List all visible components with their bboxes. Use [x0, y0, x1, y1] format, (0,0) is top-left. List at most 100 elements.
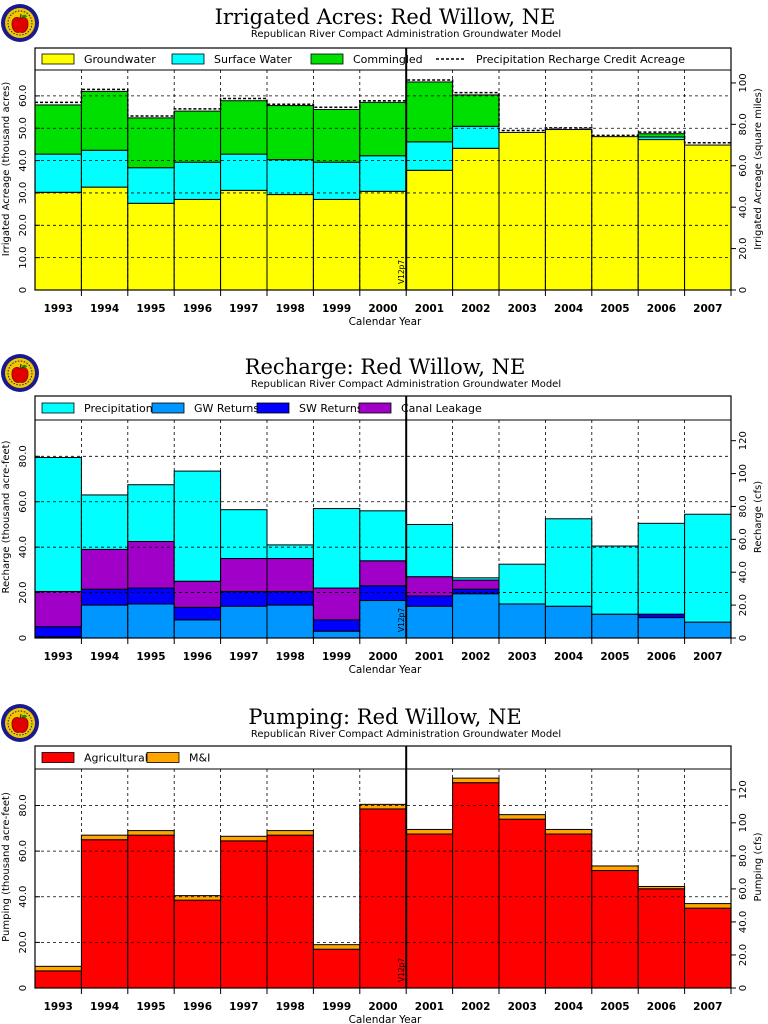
bar-surface-water-2000: [359, 155, 407, 192]
y-axis-left: 0 10.0 20.0 30.0 40.0 50.0 60.0 Irrigated Acrea…: [1, 82, 40, 293]
y-tick-label: 30.0: [18, 182, 29, 204]
bar-sw-returns-1996: [173, 606, 222, 621]
bar-commingled-1995: [127, 117, 175, 169]
x-tick-label: 2002: [461, 303, 490, 315]
x-axis: 1993 1994 1995 1996 1997 1998 1999 2000 2001 2002…: [44, 638, 732, 676]
model-version-label: V12p7: [397, 958, 406, 982]
bar-precipitation-2004: [544, 518, 593, 607]
x-tick-label: 1995: [136, 651, 165, 663]
bar-surface-water-1997: [220, 153, 268, 191]
bar-groundwater-2003: [498, 131, 546, 291]
bar-sw-returns-1993: [34, 626, 82, 638]
bar-commingled-1993: [34, 104, 82, 155]
x-tick-label: 2004: [554, 303, 583, 315]
bar-sw-returns-2000: [359, 585, 407, 602]
bar-canal-leakage-1997: [220, 558, 268, 592]
y-axis-right: 0 20.0 40.0 60.0 80.0 100 120 Pumping (cfs): [731, 780, 764, 991]
apple-stem-icon: [19, 713, 22, 720]
bar-precipitation-2007: [684, 513, 732, 623]
bar-precipitation-1994: [80, 494, 129, 550]
apple-stem-icon: [19, 13, 22, 20]
bar-sw-returns-2006: [637, 613, 686, 619]
bar-sw-returns-1994: [80, 588, 129, 606]
bar-canal-leakage-1994: [80, 548, 129, 590]
model-version-label: V12p7: [397, 608, 406, 632]
bar-m-i-2005: [591, 865, 639, 872]
x-tick-label: 2000: [368, 1001, 397, 1013]
x-axis-label: Calendar Year: [349, 664, 422, 676]
legend: Agricultural M&I: [41, 752, 210, 765]
chart-title: Irrigated Acres: Red Willow, NE: [215, 5, 556, 29]
x-axis-label: Calendar Year: [349, 316, 422, 328]
x-tick-label: 2006: [647, 1001, 676, 1013]
bar-agricultural-2005: [591, 870, 639, 989]
chart-panel-1: Irrigated Acres: Red Willow, NERepublica…: [1, 4, 764, 328]
bar-groundwater-2001: [405, 169, 454, 291]
y-tick-label: 60.0: [18, 491, 29, 513]
y-right-tick-label: 40.0: [738, 196, 749, 218]
x-axis-label: Calendar Year: [349, 1014, 422, 1024]
bar-m-i-1996: [173, 895, 222, 901]
y-right-tick-label: 20.0: [738, 944, 749, 966]
bar-commingled-2001: [405, 81, 454, 143]
x-tick-label: 2007: [693, 651, 722, 663]
x-tick-label: 2001: [415, 303, 444, 315]
bar-gw-returns-2000: [359, 600, 407, 639]
x-tick-label: 1997: [229, 651, 258, 663]
y-axis-left: 0 20.0 40.0 60.0 80.0 Recharge (thousand acre…: [1, 440, 40, 641]
chart-subtitle: Republican River Compact Administration …: [251, 29, 561, 40]
apple-leaf-icon: [21, 14, 27, 18]
bar-groundwater-1993: [34, 191, 82, 291]
bar-precipitation-2005: [591, 545, 639, 615]
bar-canal-leakage-2002: [452, 579, 500, 590]
x-tick-label: 1993: [44, 1001, 73, 1013]
x-tick-label: 1996: [183, 303, 212, 315]
x-tick-label: 1995: [136, 1001, 165, 1013]
x-tick-label: 2005: [600, 651, 629, 663]
bar-gw-returns-1996: [173, 619, 222, 639]
grid: [35, 769, 731, 988]
bar-m-i-1994: [80, 834, 129, 841]
x-tick-label: 2003: [508, 651, 537, 663]
x-tick-label: 1993: [44, 651, 73, 663]
logo-ring-dashes: [7, 710, 33, 736]
bar-agricultural-1999: [312, 948, 361, 989]
bar-gw-returns-1995: [127, 603, 175, 639]
y-right-tick-label: 60.0: [738, 878, 749, 900]
x-tick-label: 2004: [554, 1001, 583, 1013]
logo-ring-dashes: [7, 10, 33, 36]
legend-swatch: [41, 752, 75, 763]
x-tick-label: 1996: [183, 651, 212, 663]
y-tick-label: 40.0: [18, 149, 29, 171]
x-tick-label: 2004: [554, 651, 583, 663]
bar-agricultural-1995: [127, 834, 175, 989]
bar-surface-water-1998: [266, 159, 314, 196]
bar-surface-water-1994: [80, 149, 129, 188]
x-axis: 1993 1994 1995 1996 1997 1998 1999 2000 2001 2002…: [44, 988, 732, 1024]
y-axis-right: 0 20.0 40.0 60.0 80.0 100 120 Recharge (cfs): [731, 431, 764, 641]
legend-label: M&I: [189, 752, 210, 765]
bar-commingled-1998: [266, 105, 314, 161]
x-tick-label: 1995: [136, 303, 165, 315]
y-right-tick-label: 40.0: [738, 561, 749, 583]
y-right-axis-label: Irrigated Acreage (square miles): [753, 88, 764, 250]
x-tick-label: 1994: [90, 1001, 119, 1013]
apple-icon: [11, 17, 29, 33]
apple-icon: [11, 717, 29, 733]
y-right-tick-label: 100: [738, 464, 749, 483]
legend-label: Commingled: [353, 53, 423, 66]
bar-groundwater-1997: [220, 189, 268, 291]
y-right-tick-label: 80.0: [738, 845, 749, 867]
apple-leaf-icon: [21, 714, 27, 718]
bar-surface-water-1995: [127, 167, 175, 204]
y-right-tick-label: 0: [738, 985, 749, 991]
x-tick-label: 2000: [368, 303, 397, 315]
bar-m-i-2007: [684, 903, 732, 909]
bar-agricultural-2002: [452, 782, 500, 989]
chart-title: Recharge: Red Willow, NE: [245, 355, 526, 379]
grid: [35, 420, 731, 638]
x-tick-label: 2000: [368, 651, 397, 663]
